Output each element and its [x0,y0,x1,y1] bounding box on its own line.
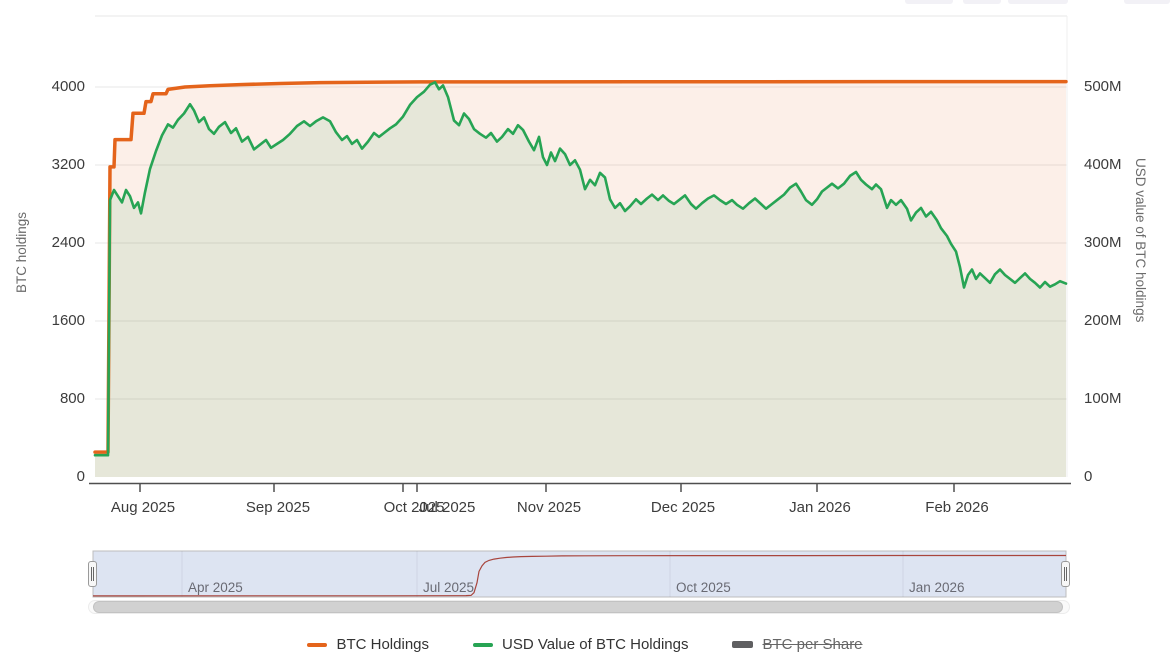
legend: BTC Holdings USD Value of BTC Holdings B… [0,636,1170,653]
navigator-axis-label: Jan 2026 [909,580,965,595]
y-axis-label-left: 1600 [51,312,85,329]
legend-item-btc-per-share[interactable]: BTC per Share [732,636,863,653]
x-axis-label: Dec 2025 [650,499,716,516]
legend-swatch [307,642,328,647]
navigator-right-handle[interactable] [1061,561,1070,587]
toolbar-button-fragment[interactable] [905,0,953,4]
toolbar-button-fragment[interactable] [1008,0,1068,4]
y-axis-label-right: 0 [1084,468,1093,485]
toolbar-button-fragment[interactable] [1124,0,1170,4]
y-axis-label-left: 800 [59,390,85,407]
legend-swatch [473,642,494,647]
legend-item-label: BTC per Share [762,636,863,653]
y-axis-label-right: 100M [1084,390,1122,407]
y-axis-label-right: 400M [1084,156,1122,173]
x-axis-label: Nov 2025 [516,499,582,516]
y-axis-label-right: 200M [1084,312,1122,329]
legend-item-btc-holdings[interactable]: BTC Holdings [307,636,429,653]
x-axis-label: Feb 2026 [925,499,989,516]
navigator-axis-label: Oct 2025 [676,580,731,595]
series-line[interactable] [93,79,1068,454]
series-area [95,82,1066,478]
x-axis-label: Aug 2025 [110,499,176,516]
y-axis-label-right: 300M [1084,234,1122,251]
legend-item-label: USD Value of BTC Holdings [502,636,689,653]
y-axis-label-left: 4000 [51,78,85,95]
left-axis-title: BTC holdings [14,211,29,293]
series-line[interactable] [93,81,1068,457]
x-axis-label: Jul 2025 [418,499,476,516]
x-axis-label: Sep 2025 [245,499,311,516]
y-axis-label-left: 0 [76,468,85,485]
y-axis-label-left: 3200 [51,156,85,173]
series-area [95,81,1066,477]
legend-item-label: BTC Holdings [336,636,430,653]
x-axis-label: Jan 2026 [789,499,851,516]
legend-swatch [732,641,754,648]
navigator-axis-label: Apr 2025 [188,580,243,595]
y-axis-label-left: 2400 [51,234,85,251]
scrollbar-thumb[interactable] [93,601,1063,613]
navigator-mask[interactable] [93,551,1066,597]
x-axis-label: Oct 2025 [383,499,445,516]
navigator-series-line [92,554,1066,597]
toolbar-button-fragment[interactable] [963,0,1001,4]
plot-area[interactable] [95,16,1067,477]
legend-item-usd-value[interactable]: USD Value of BTC Holdings [473,636,688,653]
navigator-axis-label: Jul 2025 [423,580,475,595]
navigator-left-handle[interactable] [88,561,97,587]
y-axis-label-right: 500M [1084,78,1122,95]
